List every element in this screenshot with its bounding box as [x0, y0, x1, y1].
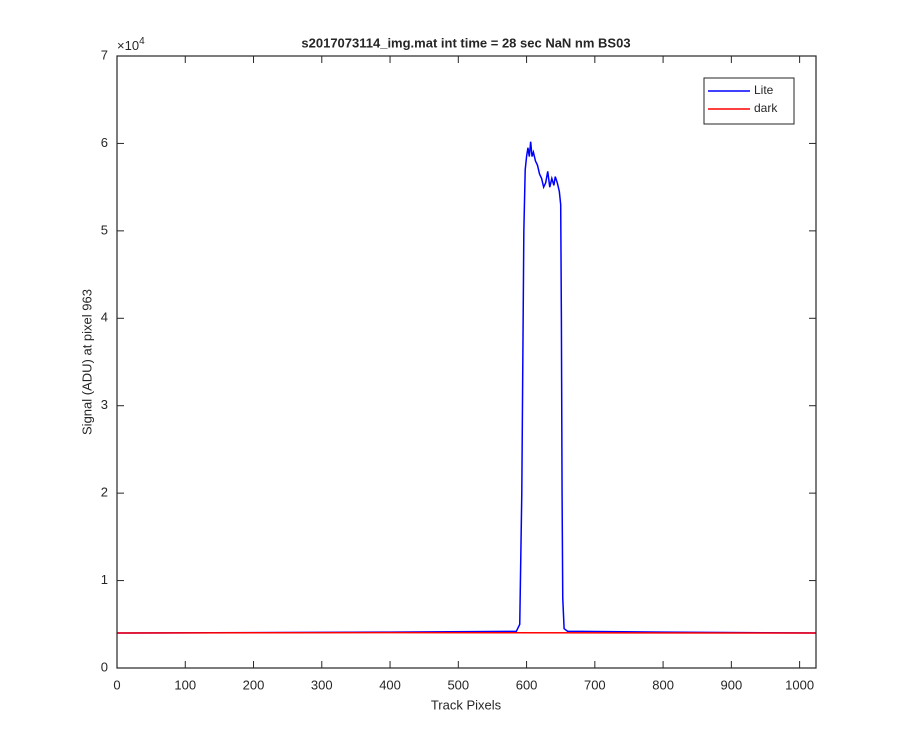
- x-tick-label: 600: [516, 677, 538, 692]
- y-tick-label: 7: [101, 47, 108, 62]
- x-tick-label: 300: [311, 677, 333, 692]
- x-tick-label: 100: [174, 677, 196, 692]
- y-tick-label: 1: [101, 572, 108, 587]
- y-tick-label: 0: [101, 659, 108, 674]
- x-tick-label: 1000: [785, 677, 814, 692]
- legend-label: dark: [754, 101, 778, 115]
- x-tick-label: 500: [447, 677, 469, 692]
- y-tick-label: 5: [101, 222, 108, 237]
- y-tick-label: 2: [101, 485, 108, 500]
- x-tick-label: 200: [243, 677, 265, 692]
- multiplier-base: ×10: [117, 38, 139, 53]
- x-axis-label: Track Pixels: [431, 697, 502, 712]
- axes-box: [116, 55, 817, 669]
- data-line: [116, 141, 817, 634]
- y-tick-label: 3: [101, 397, 108, 412]
- legend-box: [703, 77, 795, 125]
- chart-title: s2017073114_img.mat int time = 28 sec Na…: [301, 35, 630, 50]
- y-tick-label: 4: [101, 310, 108, 325]
- y-tick-label: 6: [101, 135, 108, 150]
- x-tick-label: 800: [652, 677, 674, 692]
- x-tick-label: 900: [721, 677, 743, 692]
- y-multiplier: ×104: [117, 36, 145, 54]
- x-tick-label: 400: [379, 677, 401, 692]
- multiplier-exponent: 4: [139, 36, 145, 47]
- x-tick-label: 0: [113, 677, 120, 692]
- legend-label: Lite: [754, 83, 774, 97]
- x-tick-label: 700: [584, 677, 606, 692]
- y-axis-label: Signal (ADU) at pixel 963: [79, 289, 94, 435]
